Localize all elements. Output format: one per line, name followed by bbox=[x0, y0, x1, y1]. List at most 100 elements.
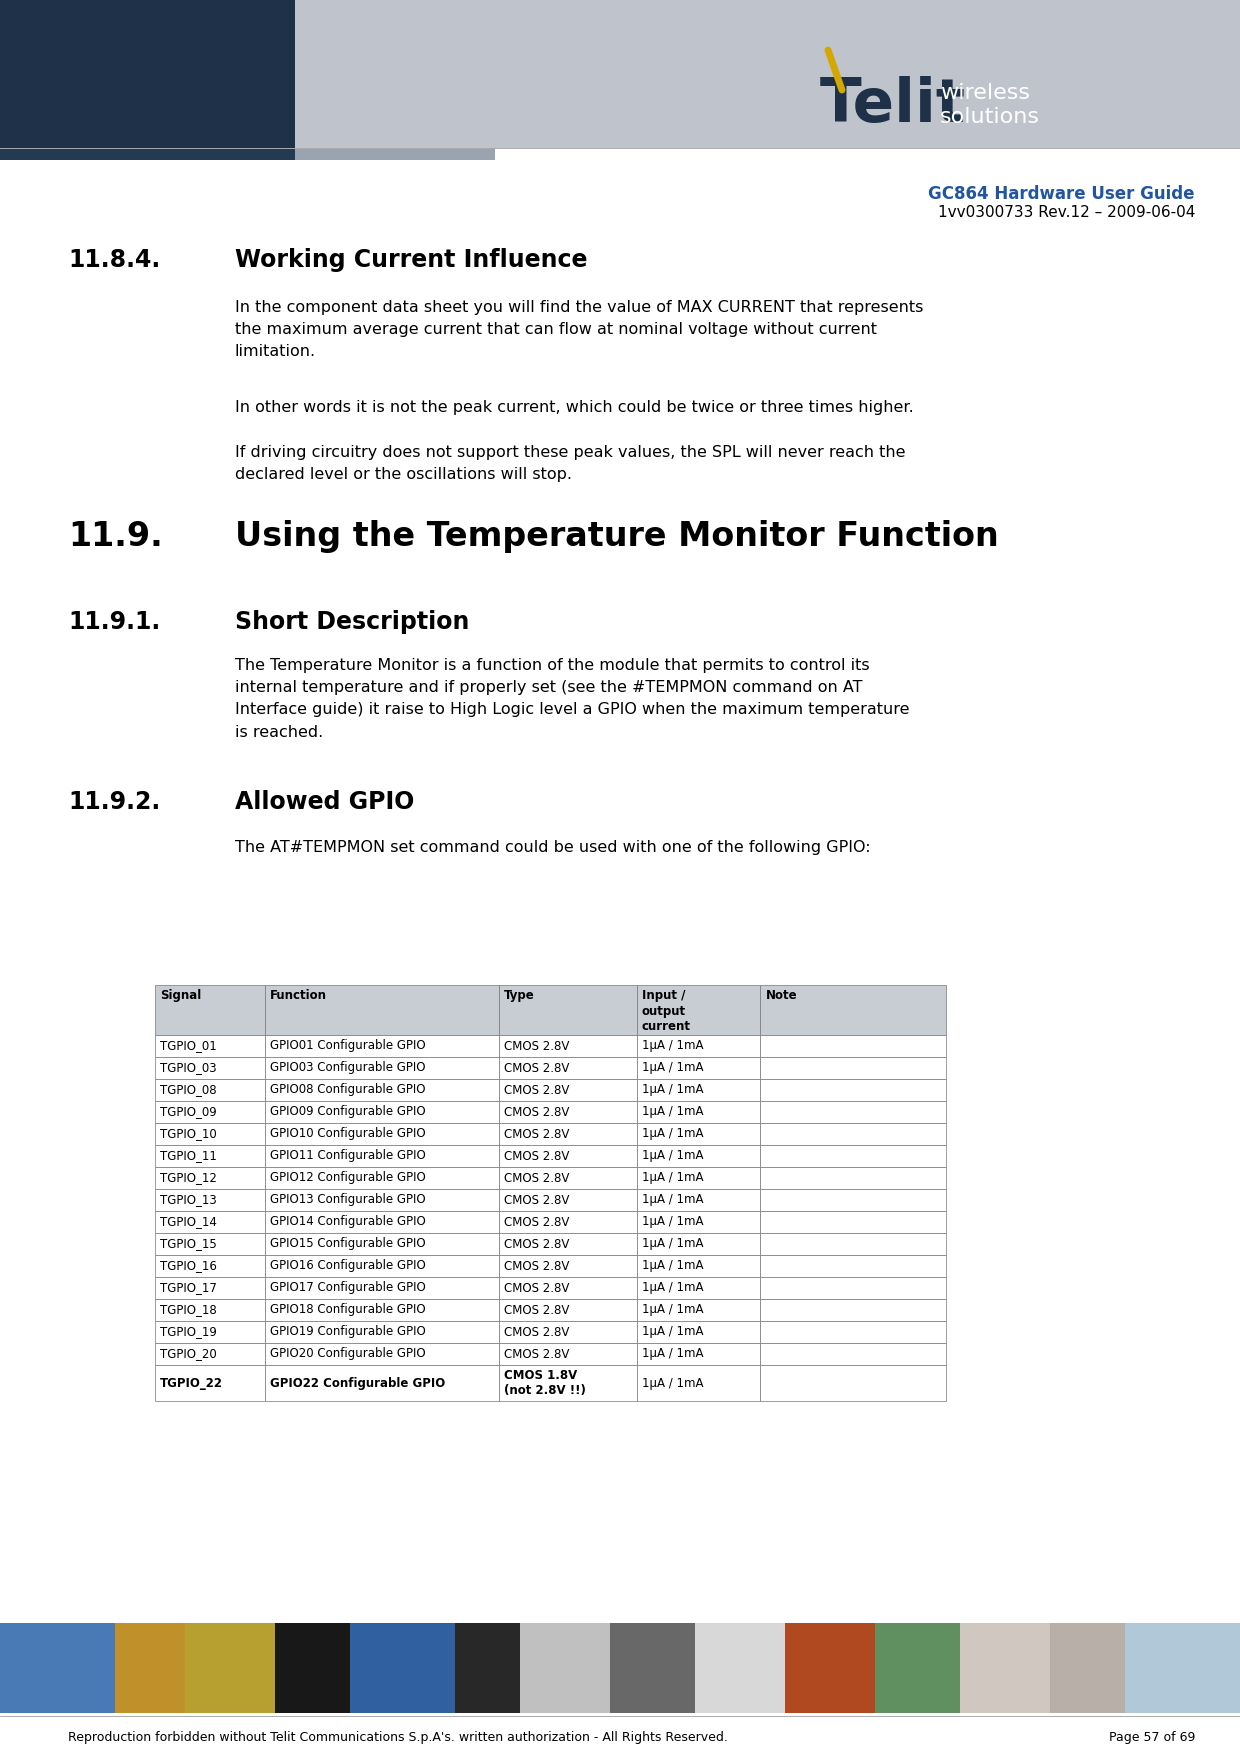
Bar bbox=[155, 1322, 265, 1343]
Text: Reproduction forbidden without Telit Communications S.p.A's. written authorizati: Reproduction forbidden without Telit Com… bbox=[68, 1730, 728, 1744]
Bar bbox=[265, 1188, 498, 1211]
Text: GPIO16 Configurable GPIO: GPIO16 Configurable GPIO bbox=[270, 1260, 425, 1272]
Bar bbox=[155, 1144, 265, 1167]
Bar bbox=[295, 0, 1240, 147]
Text: TGPIO_03: TGPIO_03 bbox=[160, 1062, 217, 1074]
Bar bbox=[155, 1234, 265, 1255]
Bar bbox=[498, 1234, 637, 1255]
Text: 1μA / 1mA: 1μA / 1mA bbox=[642, 1062, 703, 1074]
Text: wireless: wireless bbox=[940, 82, 1030, 104]
Text: 11.9.1.: 11.9.1. bbox=[68, 611, 160, 634]
Bar bbox=[0, 1623, 1240, 1713]
Bar bbox=[155, 1057, 265, 1079]
Text: CMOS 2.8V: CMOS 2.8V bbox=[505, 1325, 569, 1339]
Text: Working Current Influence: Working Current Influence bbox=[236, 247, 588, 272]
Text: CMOS 2.8V: CMOS 2.8V bbox=[505, 1193, 569, 1206]
Text: Page 57 of 69: Page 57 of 69 bbox=[1109, 1730, 1195, 1744]
Bar bbox=[455, 1623, 520, 1713]
Text: TGPIO_01: TGPIO_01 bbox=[160, 1039, 217, 1053]
Text: TGPIO_10: TGPIO_10 bbox=[160, 1127, 217, 1141]
Text: TGPIO_20: TGPIO_20 bbox=[160, 1348, 217, 1360]
Text: 1μA / 1mA: 1μA / 1mA bbox=[642, 1150, 703, 1162]
Bar bbox=[498, 1057, 637, 1079]
Text: GPIO09 Configurable GPIO: GPIO09 Configurable GPIO bbox=[270, 1106, 425, 1118]
Text: CMOS 1.8V
(not 2.8V !!): CMOS 1.8V (not 2.8V !!) bbox=[505, 1369, 587, 1397]
Text: CMOS 2.8V: CMOS 2.8V bbox=[505, 1260, 569, 1272]
Bar bbox=[155, 1365, 265, 1400]
Bar bbox=[498, 1299, 637, 1322]
Text: CMOS 2.8V: CMOS 2.8V bbox=[505, 1127, 569, 1141]
Text: 1μA / 1mA: 1μA / 1mA bbox=[642, 1216, 703, 1228]
Text: CMOS 2.8V: CMOS 2.8V bbox=[505, 1348, 569, 1360]
Text: Short Description: Short Description bbox=[236, 611, 470, 634]
Bar bbox=[265, 1255, 498, 1278]
Bar bbox=[637, 1322, 760, 1343]
Bar bbox=[637, 1343, 760, 1365]
Bar bbox=[155, 1278, 265, 1299]
Bar bbox=[760, 1343, 946, 1365]
Bar bbox=[185, 1623, 275, 1713]
Bar bbox=[610, 1623, 694, 1713]
Bar bbox=[265, 1278, 498, 1299]
Text: If driving circuitry does not support these peak values, the SPL will never reac: If driving circuitry does not support th… bbox=[236, 446, 905, 483]
Bar bbox=[155, 1167, 265, 1188]
Bar bbox=[637, 1365, 760, 1400]
Text: In other words it is not the peak current, which could be twice or three times h: In other words it is not the peak curren… bbox=[236, 400, 914, 414]
Text: 1vv0300733 Rev.12 – 2009-06-04: 1vv0300733 Rev.12 – 2009-06-04 bbox=[937, 205, 1195, 219]
Text: 1μA / 1mA: 1μA / 1mA bbox=[642, 1376, 703, 1390]
Bar bbox=[295, 147, 495, 160]
Bar bbox=[637, 1057, 760, 1079]
Text: TGPIO_13: TGPIO_13 bbox=[160, 1193, 217, 1206]
Text: The AT#TEMPMON set command could be used with one of the following GPIO:: The AT#TEMPMON set command could be used… bbox=[236, 841, 870, 855]
Bar bbox=[155, 1079, 265, 1100]
Text: CMOS 2.8V: CMOS 2.8V bbox=[505, 1062, 569, 1074]
Text: 1μA / 1mA: 1μA / 1mA bbox=[642, 1260, 703, 1272]
Bar bbox=[498, 1365, 637, 1400]
Bar bbox=[694, 1623, 785, 1713]
Text: GPIO17 Configurable GPIO: GPIO17 Configurable GPIO bbox=[270, 1281, 425, 1295]
Bar bbox=[498, 1144, 637, 1167]
Text: 11.8.4.: 11.8.4. bbox=[68, 247, 160, 272]
Text: 1μA / 1mA: 1μA / 1mA bbox=[642, 1348, 703, 1360]
Bar bbox=[498, 1211, 637, 1234]
Text: GPIO13 Configurable GPIO: GPIO13 Configurable GPIO bbox=[270, 1193, 425, 1206]
Bar bbox=[498, 1343, 637, 1365]
Text: Input /
output
current: Input / output current bbox=[642, 990, 691, 1034]
Bar bbox=[637, 985, 760, 1035]
Bar bbox=[265, 1234, 498, 1255]
Text: The Temperature Monitor is a function of the module that permits to control its
: The Temperature Monitor is a function of… bbox=[236, 658, 909, 739]
Bar bbox=[637, 1123, 760, 1144]
Text: 1μA / 1mA: 1μA / 1mA bbox=[642, 1325, 703, 1339]
Bar bbox=[637, 1211, 760, 1234]
Text: 1μA / 1mA: 1μA / 1mA bbox=[642, 1281, 703, 1295]
Text: GPIO03 Configurable GPIO: GPIO03 Configurable GPIO bbox=[270, 1062, 425, 1074]
Bar bbox=[498, 1035, 637, 1057]
Bar bbox=[760, 1035, 946, 1057]
Text: 11.9.: 11.9. bbox=[68, 519, 162, 553]
Text: TGPIO_11: TGPIO_11 bbox=[160, 1150, 217, 1162]
Bar bbox=[760, 1278, 946, 1299]
Bar bbox=[760, 1100, 946, 1123]
Bar bbox=[760, 1167, 946, 1188]
Text: Type: Type bbox=[505, 990, 534, 1002]
Bar bbox=[0, 1623, 115, 1713]
Bar bbox=[265, 1299, 498, 1322]
Bar bbox=[760, 1057, 946, 1079]
Text: Note: Note bbox=[765, 990, 797, 1002]
Text: 1μA / 1mA: 1μA / 1mA bbox=[642, 1304, 703, 1316]
Text: TGPIO_08: TGPIO_08 bbox=[160, 1083, 217, 1097]
Bar bbox=[265, 1144, 498, 1167]
Bar bbox=[637, 1079, 760, 1100]
Bar bbox=[637, 1234, 760, 1255]
Bar bbox=[265, 1365, 498, 1400]
Text: Allowed GPIO: Allowed GPIO bbox=[236, 790, 414, 814]
Bar bbox=[275, 1623, 350, 1713]
Bar bbox=[637, 1278, 760, 1299]
Text: TGPIO_18: TGPIO_18 bbox=[160, 1304, 217, 1316]
Text: CMOS 2.8V: CMOS 2.8V bbox=[505, 1281, 569, 1295]
Bar bbox=[265, 1035, 498, 1057]
Text: Function: Function bbox=[270, 990, 327, 1002]
Bar bbox=[960, 1623, 1050, 1713]
Bar bbox=[155, 985, 265, 1035]
Bar bbox=[155, 1211, 265, 1234]
